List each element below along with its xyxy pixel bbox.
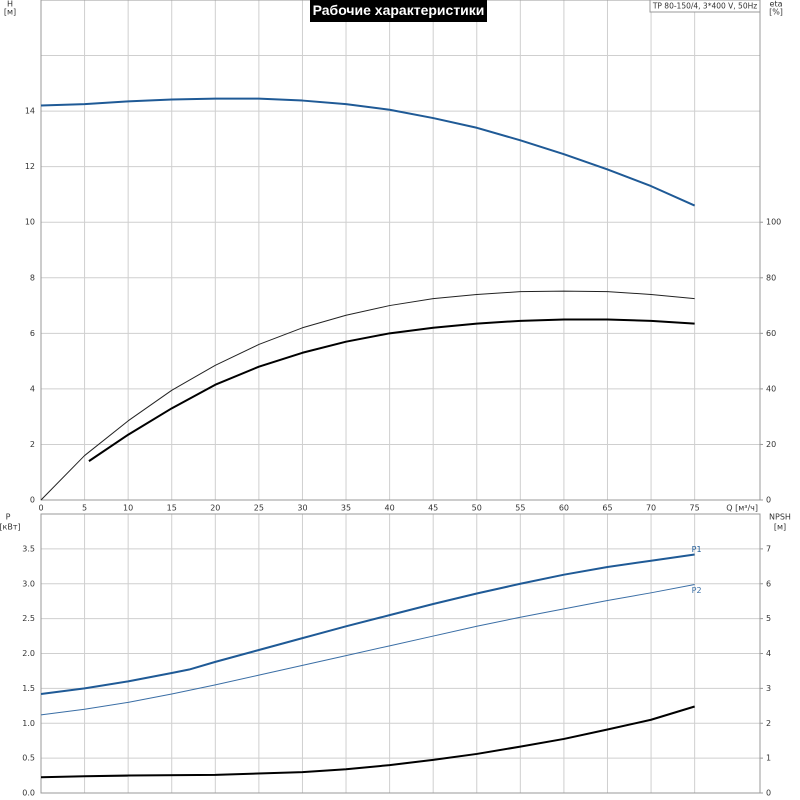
y2-tick-label: 40 xyxy=(766,384,776,393)
y-axis-unit: [м] xyxy=(4,8,16,17)
x-tick-label: 5 xyxy=(82,504,87,513)
annotation: TP 80-150/4, 3*400 V, 50Hz xyxy=(652,2,757,11)
y-tick-label: 1.0 xyxy=(22,719,35,728)
y-tick-label: 10 xyxy=(25,218,35,227)
x-tick-label: 40 xyxy=(385,504,395,513)
x-axis-label: Q [м³/ч] xyxy=(726,504,758,513)
y2-tick-label: 60 xyxy=(766,329,776,338)
y-tick-label: 0.0 xyxy=(22,789,35,798)
x-tick-label: 10 xyxy=(123,504,133,513)
plot-frame xyxy=(40,0,761,501)
y-axis-label: H xyxy=(7,0,13,9)
y2-tick-label: 1 xyxy=(766,754,771,763)
x-tick-label: 15 xyxy=(167,504,177,513)
curve xyxy=(40,553,695,695)
x-tick-label: 60 xyxy=(559,504,569,513)
y2-axis-label: NPSH xyxy=(769,513,791,522)
curve xyxy=(40,705,695,779)
y2-tick-label: 0 xyxy=(766,496,771,505)
x-tick-label: 45 xyxy=(428,504,438,513)
x-tick-label: 25 xyxy=(254,504,264,513)
plot-frame xyxy=(40,513,761,794)
x-tick-label: 0 xyxy=(38,504,43,513)
x-tick-label: 70 xyxy=(646,504,656,513)
curve xyxy=(40,97,696,207)
y2-tick-label: 100 xyxy=(766,218,781,227)
y2-tick-label: 7 xyxy=(766,544,771,553)
y-tick-label: 6 xyxy=(30,329,35,338)
curve xyxy=(40,583,695,716)
x-tick-label: 75 xyxy=(690,504,700,513)
x-tick-label: 30 xyxy=(297,504,307,513)
y-tick-label: 3.5 xyxy=(22,544,35,553)
y-tick-label: 3.0 xyxy=(22,579,35,588)
chart-title: Рабочие характеристики xyxy=(313,2,485,18)
y-tick-label: 0.5 xyxy=(22,754,35,763)
curve xyxy=(88,318,695,462)
y2-tick-label: 6 xyxy=(766,579,771,588)
curve-label: P1 xyxy=(692,545,702,554)
curve xyxy=(40,290,695,501)
y2-tick-label: 2 xyxy=(766,719,771,728)
y-tick-label: 2.0 xyxy=(22,649,35,658)
y-tick-label: 2 xyxy=(30,440,35,449)
curve-label: P2 xyxy=(692,586,702,595)
y-tick-label: 1.5 xyxy=(22,684,35,693)
y2-axis-unit: [%] xyxy=(769,8,783,17)
y-tick-label: 0 xyxy=(30,496,35,505)
y-axis-unit: [кВт] xyxy=(0,523,21,532)
y2-tick-label: 4 xyxy=(766,649,771,658)
y-tick-label: 2.5 xyxy=(22,614,35,623)
x-tick-label: 50 xyxy=(472,504,482,513)
y2-axis-label: eta xyxy=(770,0,783,9)
y-tick-label: 8 xyxy=(30,273,35,282)
y-tick-label: 4 xyxy=(30,384,35,393)
y-axis-label: P xyxy=(6,513,11,522)
annotation-box xyxy=(649,0,761,13)
y2-tick-label: 80 xyxy=(766,273,776,282)
x-tick-label: 20 xyxy=(210,504,220,513)
y2-tick-label: 0 xyxy=(766,789,771,798)
y2-tick-label: 5 xyxy=(766,614,771,623)
y2-tick-label: 3 xyxy=(766,684,771,693)
title-box xyxy=(310,0,487,22)
x-tick-label: 35 xyxy=(341,504,351,513)
y-tick-label: 12 xyxy=(25,162,35,171)
y2-tick-label: 20 xyxy=(766,440,776,449)
y-tick-label: 14 xyxy=(25,107,35,116)
x-tick-label: 55 xyxy=(515,504,525,513)
x-tick-label: 65 xyxy=(602,504,612,513)
y2-axis-unit: [м] xyxy=(774,523,786,532)
